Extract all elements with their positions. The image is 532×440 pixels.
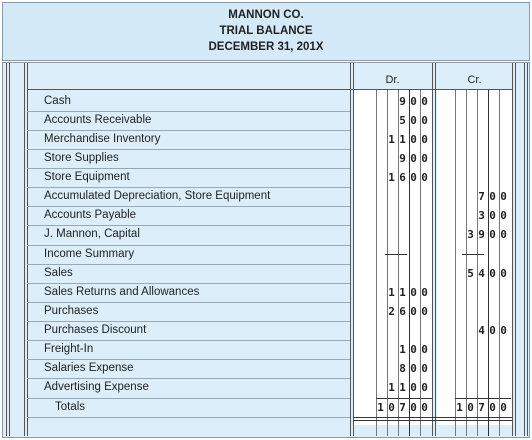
row-rule: [27, 206, 350, 208]
column-rule: [512, 63, 513, 436]
amount: 1100: [388, 285, 433, 299]
row-rule: [27, 359, 350, 361]
row-rule: [27, 378, 350, 380]
amount: 900: [399, 151, 433, 165]
row-rule: [27, 129, 350, 131]
dash: [462, 253, 484, 255]
statement-title: TRIAL BALANCE: [219, 25, 313, 37]
amount: 500: [399, 113, 433, 127]
account-name: Accumulated Depreciation, Store Equipmen…: [44, 190, 271, 203]
digit-rule: [477, 90, 478, 436]
debit-area: [353, 89, 432, 425]
amount: 900: [399, 94, 433, 108]
digit-rule: [455, 90, 456, 436]
account-name: Purchases: [44, 304, 99, 317]
amount: 300: [478, 209, 512, 223]
heading-rule: [27, 89, 512, 90]
row-rule: [27, 187, 350, 189]
total-rule: [455, 397, 511, 399]
amount: 5400: [467, 266, 512, 280]
amount: 10700: [377, 400, 433, 414]
amount: 700: [478, 190, 512, 204]
amount: 100: [399, 343, 433, 357]
digit-rule: [466, 90, 467, 436]
total-rule: [376, 397, 432, 399]
digit-rule: [398, 90, 399, 436]
account-name: Accounts Receivable: [44, 113, 152, 126]
account-name: Sales Returns and Allowances: [44, 285, 200, 298]
row-rule: [27, 397, 350, 399]
debit-heading: Dr.: [385, 74, 400, 86]
account-name: Totals: [55, 400, 86, 413]
amount: 1100: [388, 381, 433, 395]
digit-rule: [409, 90, 410, 436]
double-rule: [353, 419, 512, 421]
row-rule: [27, 244, 350, 246]
row-rule: [27, 148, 350, 150]
amount: 3900: [467, 228, 512, 242]
amount: 10700: [456, 400, 512, 414]
digit-rule: [420, 90, 421, 436]
account-name: Purchases Discount: [44, 324, 147, 336]
column-rule: [24, 63, 25, 436]
row-rule: [27, 225, 350, 227]
column-rule: [435, 63, 436, 436]
account-name: Income Summary: [44, 247, 135, 260]
row-rule: [27, 416, 350, 418]
account-name: Freight-In: [44, 343, 94, 356]
amount: 1600: [388, 171, 433, 184]
amount: 2600: [388, 304, 433, 318]
column-rule: [432, 63, 433, 436]
column-rule: [524, 63, 525, 436]
digit-rule: [387, 90, 388, 436]
row-rule: [27, 321, 350, 322]
column-rule: [6, 63, 7, 436]
account-name: Store Equipment: [44, 171, 130, 183]
statement-date: DECEMBER 31, 201X: [208, 41, 324, 53]
dash: [385, 253, 407, 255]
row-rule: [27, 263, 350, 265]
digit-rule: [488, 90, 489, 436]
company-name: MANNON CO.: [228, 9, 304, 21]
account-name: Salaries Expense: [44, 362, 134, 375]
header-box: [2, 2, 530, 61]
account-name: Accounts Payable: [44, 209, 137, 222]
column-rule: [515, 63, 516, 436]
amount: 1100: [388, 132, 433, 146]
double-rule: [353, 416, 512, 418]
column-rule: [527, 63, 528, 436]
account-name: Cash: [44, 94, 71, 107]
credit-area: [437, 89, 512, 425]
column-rule: [27, 63, 28, 436]
account-name: Store Supplies: [44, 151, 119, 164]
digit-rule: [376, 90, 377, 436]
digit-rule: [499, 90, 500, 436]
row-rule: [27, 110, 350, 112]
amount: 800: [399, 362, 433, 376]
row-rule: [27, 301, 350, 303]
account-name: Advertising Expense: [44, 381, 149, 394]
row-rule: [27, 168, 350, 169]
column-rule: [9, 63, 10, 436]
amount: 400: [478, 324, 512, 337]
account-name: Sales: [44, 266, 73, 279]
account-name: Merchandise Inventory: [44, 132, 161, 145]
column-rule: [350, 63, 351, 436]
credit-heading: Cr.: [467, 74, 482, 86]
column-rule: [353, 63, 354, 436]
row-rule: [27, 340, 350, 342]
account-name: J. Mannon, Capital: [44, 228, 140, 241]
row-rule: [27, 282, 350, 284]
